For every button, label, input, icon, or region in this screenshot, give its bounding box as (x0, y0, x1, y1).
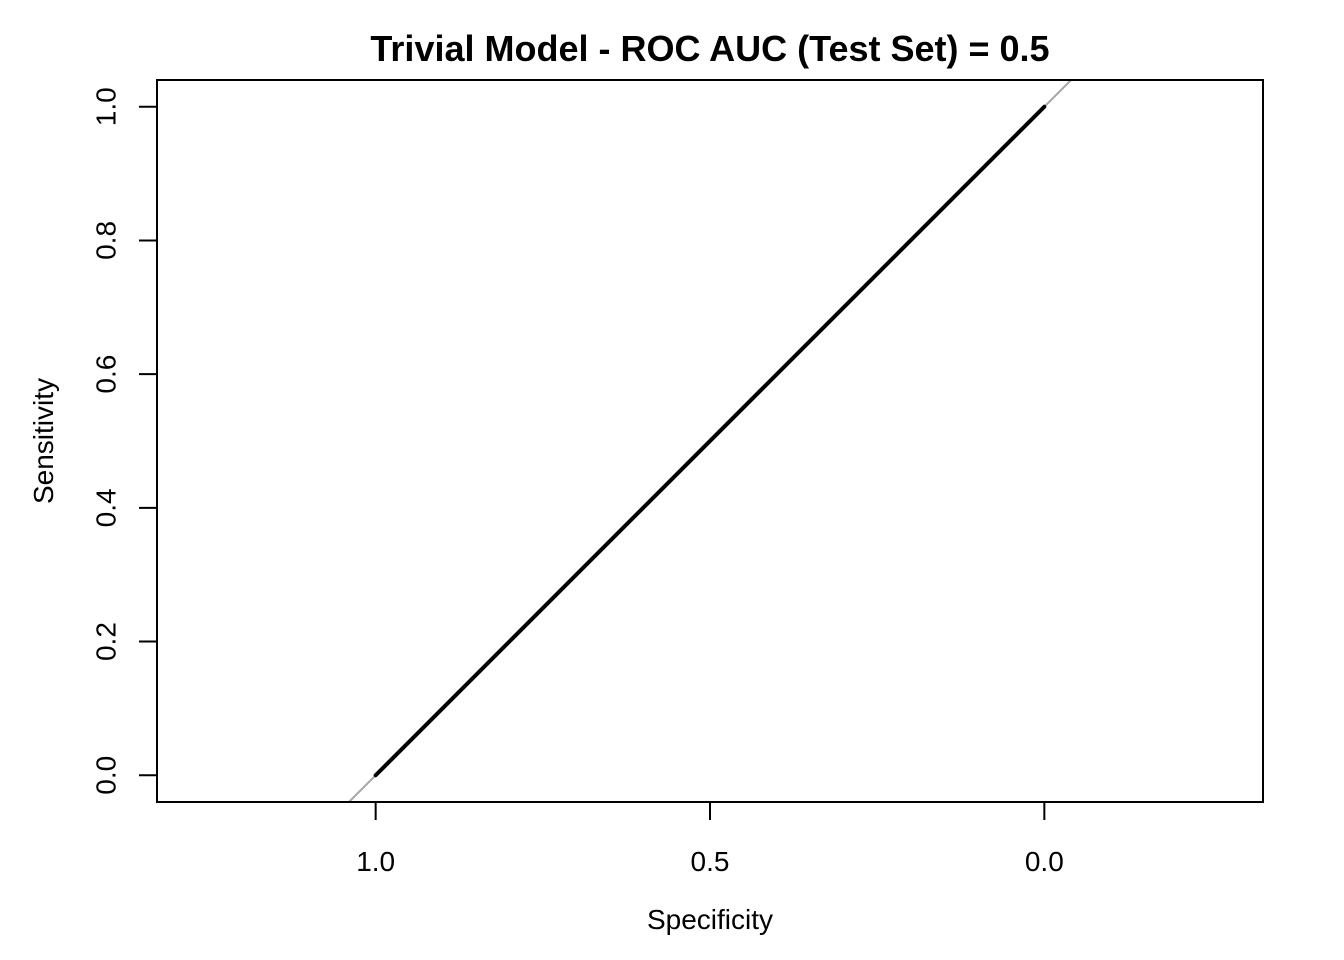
y-tick-label: 0.8 (90, 221, 121, 260)
y-tick-label: 0.2 (90, 622, 121, 661)
plot-area (347, 80, 1073, 802)
x-tick-label: 0.0 (1025, 846, 1064, 877)
x-tick-label: 1.0 (356, 846, 395, 877)
y-axis-label: Sensitivity (28, 378, 59, 504)
x-tick-label: 0.5 (691, 846, 730, 877)
x-axis: 1.0 0.5 0.0 (356, 801, 1064, 877)
y-axis: 0.0 0.2 0.4 0.6 0.8 1.0 (90, 87, 158, 795)
y-tick-label: 0.0 (90, 756, 121, 795)
chart-title: Trivial Model - ROC AUC (Test Set) = 0.5 (370, 28, 1049, 69)
y-tick-label: 1.0 (90, 87, 121, 126)
y-tick-label: 0.4 (90, 488, 121, 527)
roc-curve (373, 104, 1047, 778)
y-tick-label: 0.6 (90, 355, 121, 394)
x-axis-label: Specificity (647, 904, 773, 935)
